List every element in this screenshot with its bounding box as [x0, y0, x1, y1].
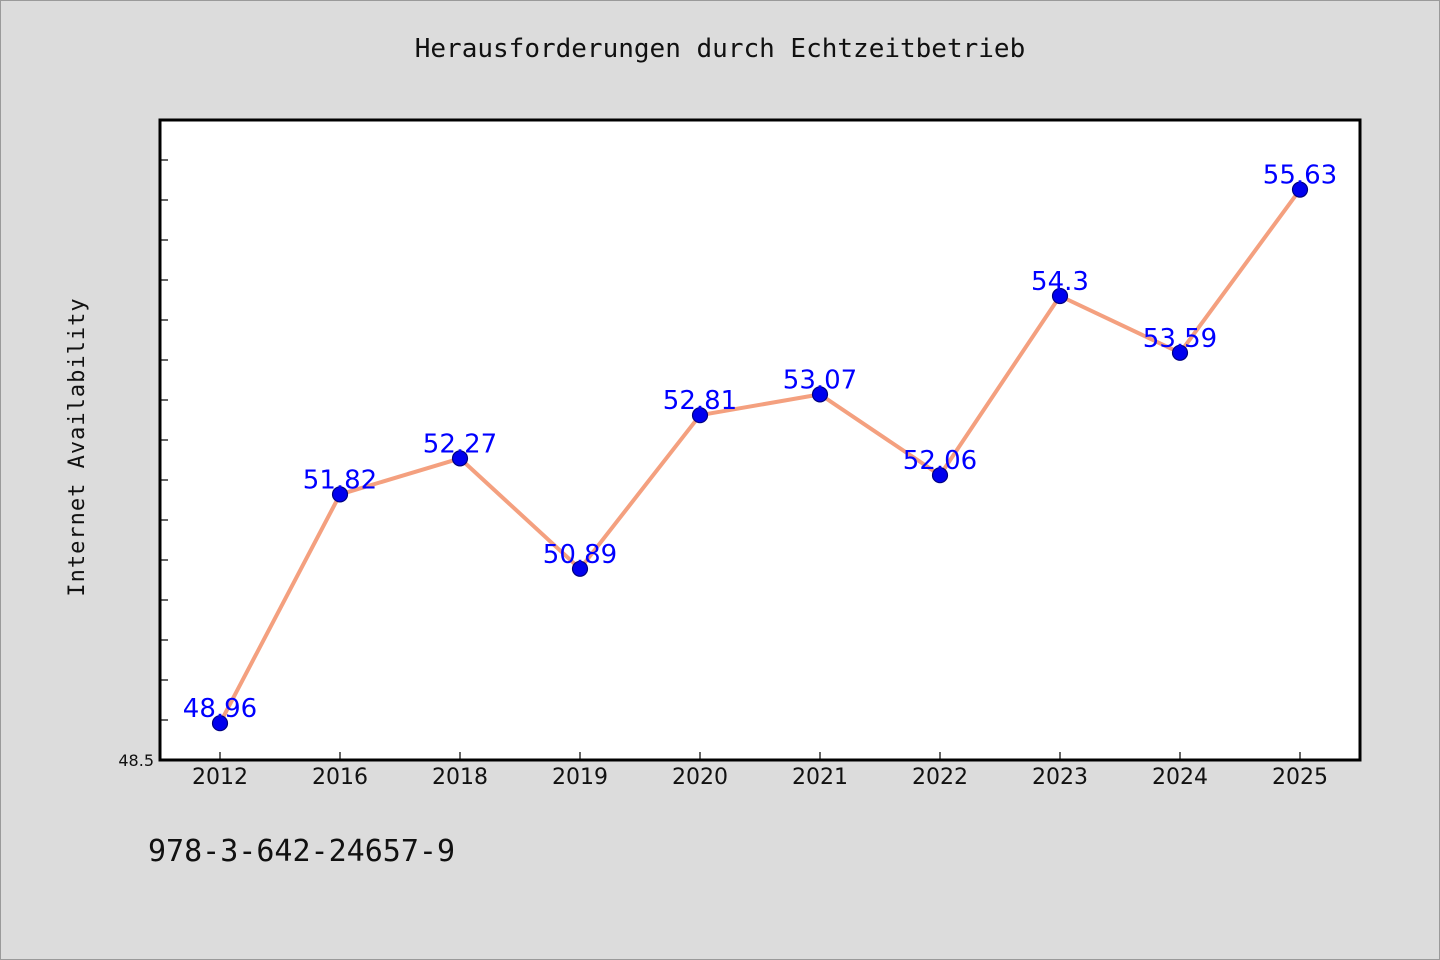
x-tick-label: 2021 [792, 765, 848, 790]
x-tick-label: 2025 [1272, 765, 1328, 790]
data-point [1171, 344, 1189, 361]
data-point [571, 560, 589, 577]
x-tick-label: 2023 [1032, 765, 1088, 790]
series-line-group [218, 188, 1302, 725]
data-label: 51.82 [303, 465, 377, 495]
data-label: 52.06 [903, 446, 977, 476]
x-tick-label: 2012 [192, 765, 248, 790]
data-point [451, 450, 469, 467]
data-point [211, 715, 229, 732]
y-tick-label: 48.5 [118, 751, 154, 770]
y-axis-label: Internet Availability [65, 297, 90, 596]
isbn-label: 978-3-642-24657-9 [148, 834, 456, 869]
series-points-group [211, 181, 1309, 732]
data-label: 55.63 [1263, 161, 1337, 191]
data-label: 50.89 [543, 540, 617, 570]
x-tick-label: 2020 [672, 765, 728, 790]
series-line [218, 188, 1302, 725]
data-label: 52.81 [663, 386, 737, 416]
data-label: 54.3 [1031, 267, 1089, 297]
x-tick-label: 2016 [312, 765, 368, 790]
x-tick-label: 2018 [432, 765, 488, 790]
data-label: 48.96 [183, 694, 257, 724]
x-tick-label: 2024 [1152, 765, 1208, 790]
data-point [331, 486, 349, 503]
data-point [1291, 181, 1309, 198]
data-point [691, 407, 709, 424]
x-tick-label: 2022 [912, 765, 968, 790]
data-point [931, 467, 949, 484]
plot-area [158, 118, 1362, 762]
data-point [811, 386, 829, 403]
x-axis-ticks: 2012 2016 2018 2019 2020 2021 2022 2023 2024 2025 [192, 752, 1328, 790]
data-label: 53.07 [783, 365, 857, 395]
data-label: 53.59 [1143, 324, 1217, 354]
y-axis-ticks: 48.5 [118, 119, 168, 770]
chart-title: Herausforderungen durch Echtzeitbetrieb [414, 34, 1026, 64]
data-label: 52.27 [423, 429, 497, 459]
data-labels-group: 48.96 51.82 52.27 50.89 52.81 53.07 52.06 54.3 5… [183, 161, 1337, 725]
x-tick-label: 2019 [552, 765, 608, 790]
data-point [1051, 287, 1069, 305]
